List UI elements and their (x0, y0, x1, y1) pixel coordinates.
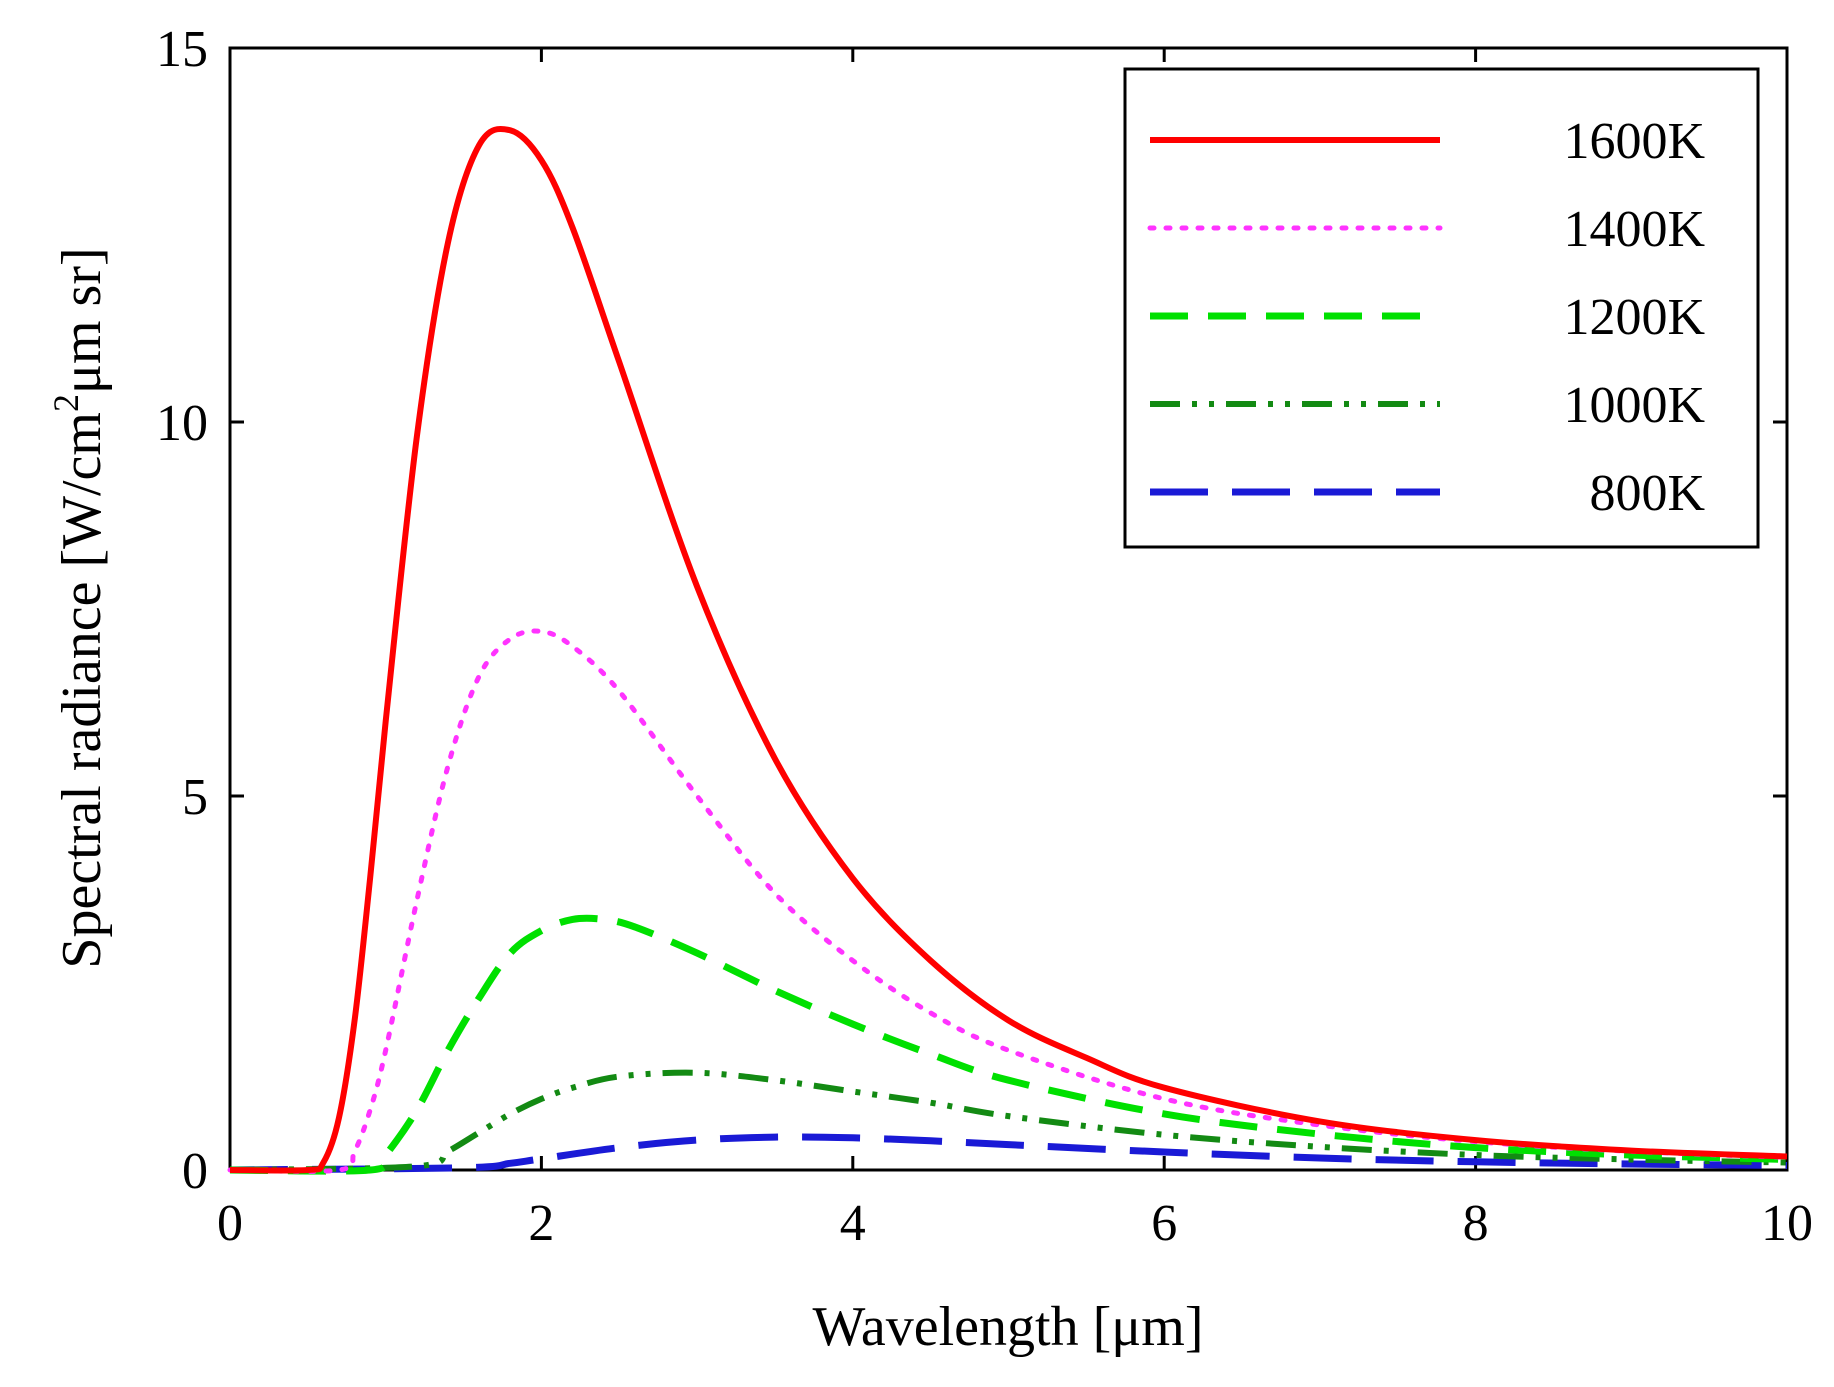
legend-label: 1200K (1563, 289, 1705, 346)
series-line-1000k (229, 1069, 1788, 1173)
series-layer (227, 125, 1790, 1175)
x-tick-label: 2 (528, 1195, 554, 1252)
y-tick-label: 0 (182, 1143, 208, 1200)
legend-label: 800K (1589, 465, 1705, 522)
legend-items: 1600K 1400K 1200K 1000K 800K (1147, 113, 1705, 522)
x-tick-label: 8 (1463, 1195, 1489, 1252)
x-axis-label: Wavelength [μm] (813, 1296, 1204, 1358)
y-tick-label: 10 (156, 395, 208, 452)
series-line-1400k (227, 628, 1790, 1174)
x-tick-label: 0 (217, 1195, 243, 1252)
y-tick-label: 15 (156, 21, 208, 78)
series-line-1600k (229, 125, 1788, 1174)
series-line-1200k (229, 914, 1788, 1175)
y-tick-label: 5 (182, 769, 208, 826)
x-tick-label: 6 (1151, 1195, 1177, 1252)
y-axis-label-prefix: Spectral radiance [W/cm (51, 412, 113, 969)
legend-box (1123, 67, 1760, 549)
x-axis-ticks: 0 2 4 6 8 10 (217, 48, 1813, 1252)
series-line-800k (229, 1133, 1788, 1174)
plot-frame (228, 46, 1789, 1172)
y-axis-label-sup: 2 (46, 394, 86, 412)
legend-label: 1000K (1563, 377, 1705, 434)
x-tick-label: 4 (840, 1195, 866, 1252)
legend-label: 1400K (1563, 201, 1705, 258)
y-axis-label: Spectral radiance [W/cm2μm sr] (46, 247, 113, 968)
legend: 1600K 1400K 1200K 1000K 800K (1123, 67, 1760, 549)
y-axis-label-suffix: μm sr] (51, 247, 113, 394)
legend-label: 1600K (1563, 113, 1705, 170)
x-tick-label: 10 (1761, 1195, 1813, 1252)
y-axis-ticks: 0 5 10 15 (156, 21, 1787, 1200)
